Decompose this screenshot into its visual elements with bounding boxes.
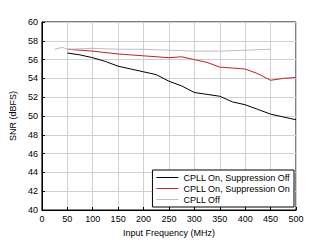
svg-text:CPLL On, Suppression Off: CPLL On, Suppression Off: [183, 173, 290, 183]
svg-text:450: 450: [263, 214, 278, 224]
svg-text:46: 46: [28, 149, 38, 159]
svg-text:44: 44: [28, 167, 38, 177]
svg-text:56: 56: [28, 55, 38, 65]
svg-text:60: 60: [28, 17, 38, 27]
svg-text:58: 58: [28, 36, 38, 46]
svg-text:Input Frequency (MHz): Input Frequency (MHz): [123, 228, 215, 238]
svg-text:350: 350: [212, 214, 227, 224]
svg-text:200: 200: [136, 214, 151, 224]
svg-text:CPLL Off: CPLL Off: [183, 195, 220, 205]
svg-text:52: 52: [28, 92, 38, 102]
svg-text:48: 48: [28, 130, 38, 140]
svg-text:SNR (dBFS): SNR (dBFS): [8, 91, 18, 141]
svg-text:54: 54: [28, 73, 38, 83]
svg-text:CPLL On, Suppression On: CPLL On, Suppression On: [183, 184, 289, 194]
svg-text:150: 150: [111, 214, 126, 224]
svg-text:250: 250: [161, 214, 176, 224]
svg-text:50: 50: [28, 111, 38, 121]
svg-text:50: 50: [62, 214, 72, 224]
svg-text:500: 500: [288, 214, 303, 224]
svg-text:300: 300: [187, 214, 202, 224]
svg-text:400: 400: [238, 214, 253, 224]
svg-text:40: 40: [28, 205, 38, 215]
svg-text:0: 0: [39, 214, 44, 224]
svg-text:42: 42: [28, 186, 38, 196]
svg-text:100: 100: [85, 214, 100, 224]
